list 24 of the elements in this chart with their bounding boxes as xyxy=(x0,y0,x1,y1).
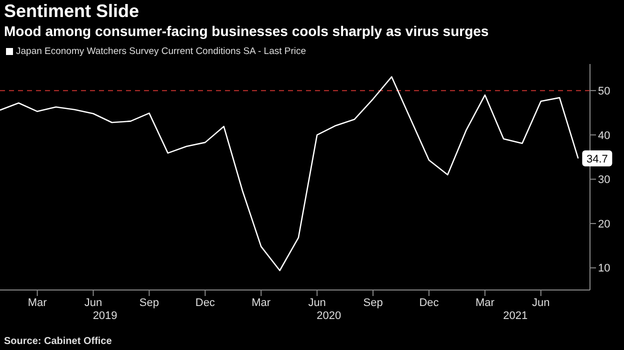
x-tick-label: Jun xyxy=(84,296,102,309)
chart-title: Sentiment Slide xyxy=(4,1,140,22)
x-tick-label: Mar xyxy=(475,296,495,309)
text: 2019 xyxy=(92,310,118,322)
x-tick-label: Mar xyxy=(252,296,271,309)
y-tick-label: 40 xyxy=(598,130,610,142)
legend-label: Japan Economy Watchers Survey Current Conditions SA - Last Price xyxy=(15,46,306,57)
source-note: Source: Cabinet Office xyxy=(4,336,112,347)
x-tick-label: Sep xyxy=(363,296,383,309)
x-tick-label: Mar xyxy=(28,296,48,309)
text: 2020 xyxy=(316,310,342,322)
text: 2021 xyxy=(502,310,529,322)
y-tick-label: 50 xyxy=(598,85,610,98)
line-series xyxy=(0,76,579,272)
data-label: 34.7 xyxy=(586,153,608,166)
y-tick-label: 30 xyxy=(598,174,610,186)
x-tick-label: Sep xyxy=(139,296,159,309)
chart-subtitle: Mood among consumer-facing businesses cools sharply as virus surges xyxy=(4,23,489,39)
x-tick-label: Jun xyxy=(308,296,326,309)
x-tick-label: Jun xyxy=(532,296,550,309)
y-tick-label: 20 xyxy=(598,218,610,230)
y-tick-label: 10 xyxy=(598,262,610,275)
x-tick-label: Dec xyxy=(195,296,216,309)
x-tick-label: Dec xyxy=(419,296,440,309)
